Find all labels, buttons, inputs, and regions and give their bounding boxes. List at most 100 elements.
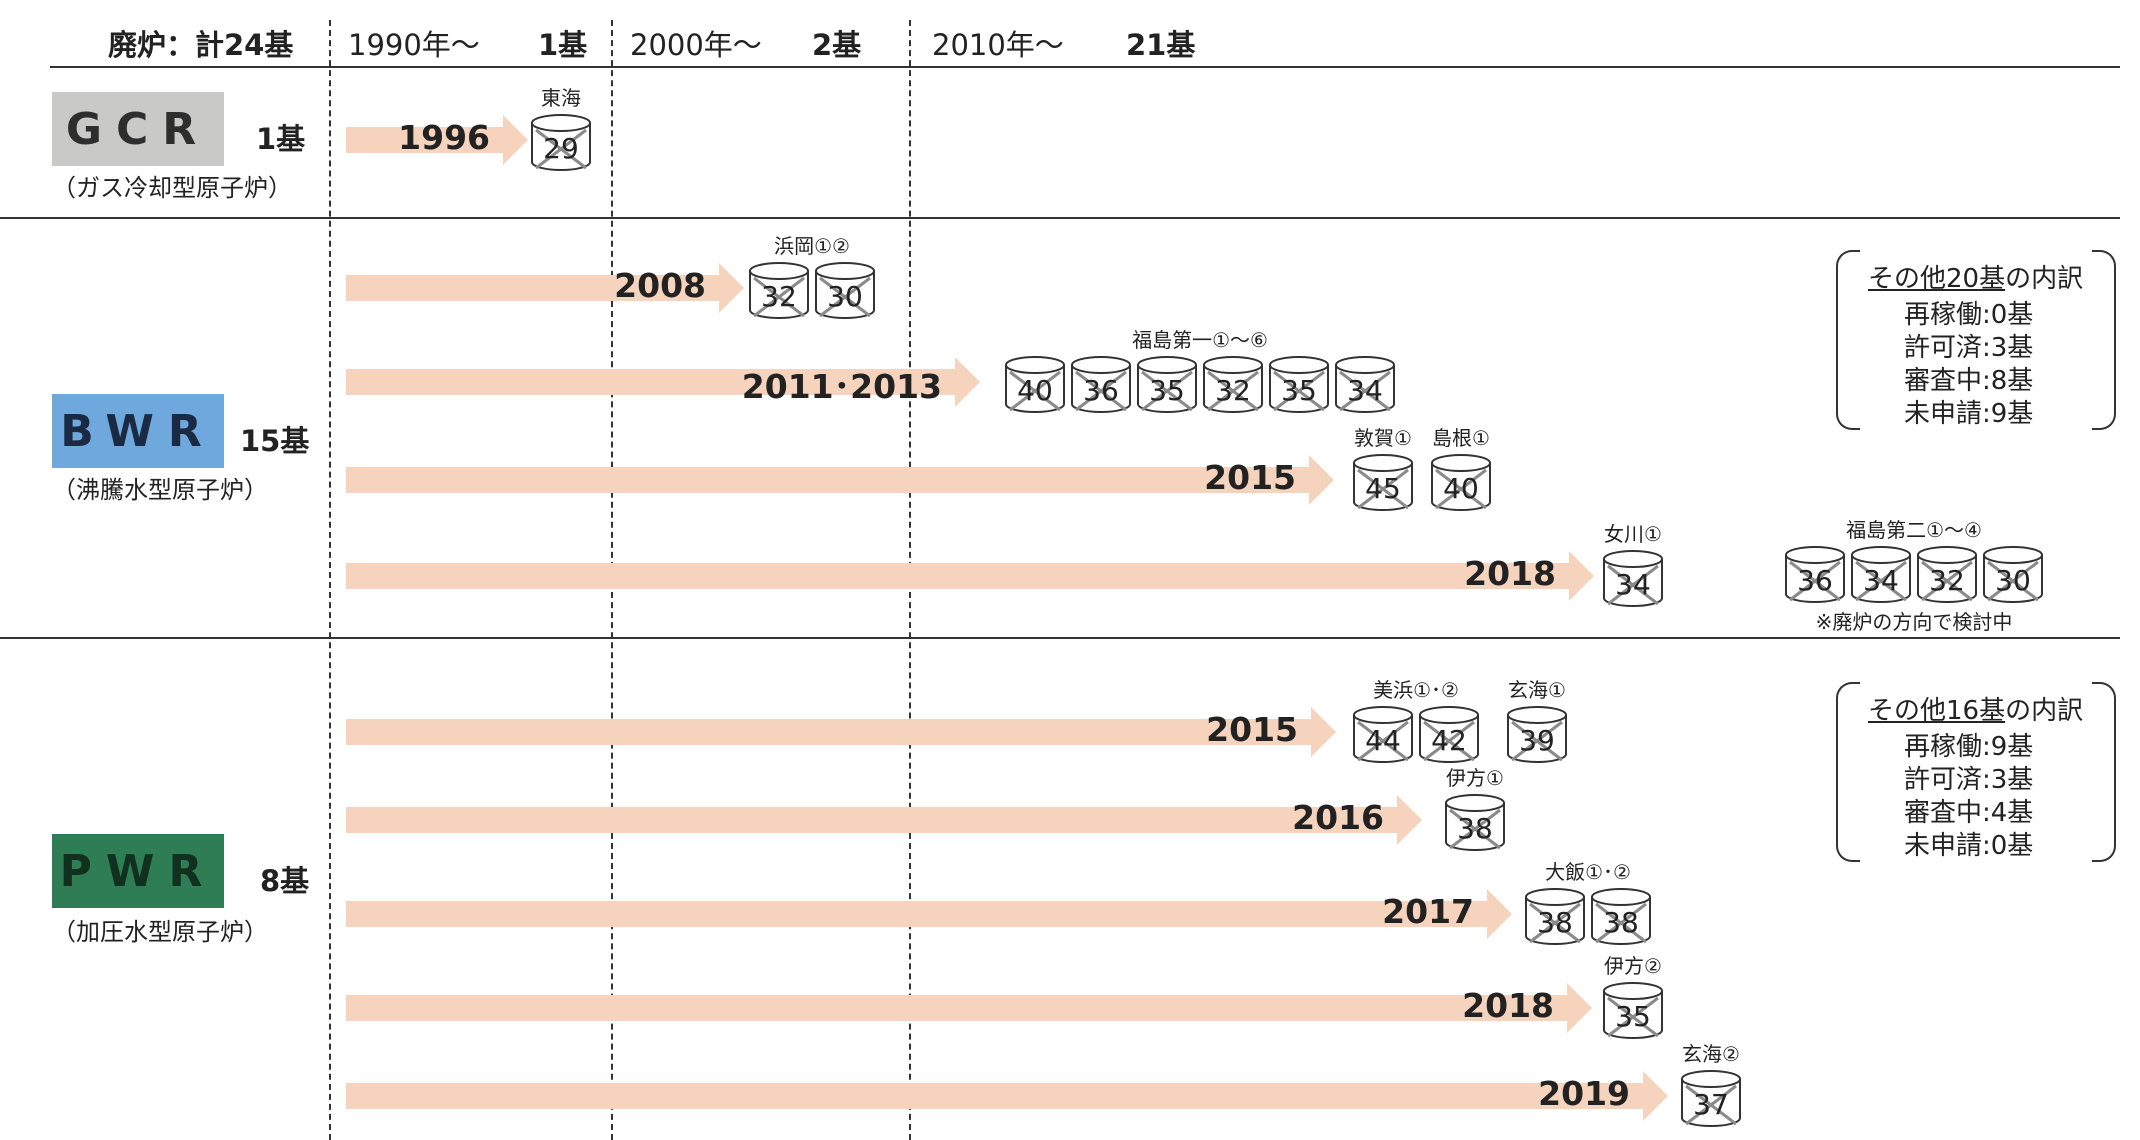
bwr-type-box: BWR [52, 394, 224, 468]
era-count-2010: 21基 [1126, 28, 1196, 62]
reactor-age: 45 [1365, 472, 1401, 505]
plant-name: 玄海② [1682, 1042, 1740, 1066]
reactor-age: 39 [1519, 724, 1555, 757]
arrow-head [1567, 983, 1592, 1033]
bwr-breakdown-line: 許可済:3基 [1904, 333, 2034, 363]
arrow-head [1487, 889, 1512, 939]
reactor-age: 42 [1431, 724, 1467, 757]
gcr-count: 1基 [256, 122, 306, 156]
arrow-head [1397, 795, 1422, 845]
reactor-icon: 34 [1332, 354, 1398, 414]
header-rule [50, 66, 2120, 68]
reactor-icon: 32 [1200, 354, 1266, 414]
arrow-head [1643, 1071, 1668, 1121]
reactor-cylinder-icon [1785, 546, 1845, 603]
plant-name: 伊方② [1604, 954, 1662, 978]
era-count-1990: 1基 [538, 28, 588, 62]
reactor-icon: 35 [1600, 980, 1666, 1040]
reactor-icon: 30 [1980, 544, 2046, 604]
year-label: 2015 [1204, 458, 1296, 497]
bwr-breakdown-line: 審査中:8基 [1904, 366, 2034, 396]
reactor-cylinder-icon [1269, 356, 1329, 413]
arrow-head [1309, 455, 1334, 505]
reactor-cylinder-icon [1603, 982, 1663, 1039]
timeline-arrow [346, 263, 744, 313]
reactor-cylinder-icon [1431, 454, 1491, 511]
arrow-head [503, 115, 528, 165]
reactor-icon: 42 [1416, 704, 1482, 764]
reactor-age: 32 [1215, 374, 1251, 407]
review-note: ※廃炉の方向で検討中 [1815, 610, 2013, 634]
timeline-arrow [346, 889, 1512, 939]
year-label: 2019 [1538, 1074, 1630, 1113]
pwr-breakdown-line: 再稼働:9基 [1904, 732, 2034, 762]
reactor-age: 30 [1995, 564, 2031, 597]
arrow-shaft [346, 467, 1309, 493]
arrow-shaft [346, 901, 1487, 927]
arrow-shaft [346, 1083, 1643, 1109]
reactor-icon: 36 [1068, 354, 1134, 414]
plant-name: 玄海① [1508, 678, 1566, 702]
timeline-arrow [346, 357, 980, 407]
reactor-icon: 37 [1678, 1068, 1744, 1128]
year-label: 2018 [1464, 554, 1556, 593]
plant-name: 伊方① [1446, 766, 1504, 790]
bracket-left [1836, 682, 1860, 862]
gcr-code: GCR [65, 103, 211, 155]
reactor-icon: 29 [528, 112, 594, 172]
plant-name: 大飯①･② [1545, 860, 1631, 884]
reactor-icon: 38 [1522, 886, 1588, 946]
plant-name: 女川① [1604, 522, 1662, 546]
reactor-icon: 45 [1350, 452, 1416, 512]
reactor-cylinder-icon [1591, 888, 1651, 945]
timeline-arrow [346, 795, 1422, 845]
plant-name: 東海 [541, 86, 581, 110]
bwr-count: 15基 [240, 424, 310, 458]
reactor-cylinder-icon [531, 114, 591, 171]
reactor-icon: 34 [1848, 544, 1914, 604]
reactor-cylinder-icon [1335, 356, 1395, 413]
reactor-cylinder-icon [1353, 454, 1413, 511]
bwr-breakdown-title-suffix: の内訳 [2005, 264, 2084, 294]
bwr-breakdown-line: 再稼働:0基 [1904, 300, 2034, 330]
pwr-subtitle: （加圧水型原子炉） [52, 918, 268, 946]
reactor-cylinder-icon [1137, 356, 1197, 413]
gcr-type-box: GCR [52, 92, 224, 166]
year-label: 2008 [614, 266, 706, 305]
plant-name: 島根① [1432, 426, 1490, 450]
year-label: 2015 [1206, 710, 1298, 749]
pwr-breakdown-title-prefix: その他16基 [1868, 696, 2006, 726]
reactor-cylinder-icon [1983, 546, 2043, 603]
timeline-arrow [346, 551, 1594, 601]
era-label-1990: 1990年～ [348, 28, 480, 62]
reactor-icon: 40 [1002, 354, 1068, 414]
reactor-cylinder-icon [1445, 794, 1505, 851]
reactor-cylinder-icon [1071, 356, 1131, 413]
arrow-head [1569, 551, 1594, 601]
reactor-cylinder-icon [1005, 356, 1065, 413]
reactor-age: 36 [1797, 564, 1833, 597]
plant-name: 美浜①･② [1373, 678, 1459, 702]
bracket-left [1836, 250, 1860, 430]
reactor-icon: 40 [1428, 452, 1494, 512]
reactor-age: 29 [543, 132, 579, 165]
year-label: 1996 [398, 118, 490, 157]
bwr-code: BWR [60, 405, 216, 457]
era-label-2010: 2010年～ [932, 28, 1064, 62]
bwr-breakdown-title-prefix: その他20基 [1868, 264, 2006, 294]
pwr-breakdown-line: 未申請:0基 [1904, 831, 2034, 861]
pwr-type-box: PWR [52, 834, 224, 908]
reactor-icon: 30 [812, 260, 878, 320]
pwr-breakdown-box: その他16基の内訳 再稼働:9基 許可済:3基 審査中:4基 未申請:0基 [1836, 682, 2116, 862]
timeline-arrow [346, 115, 528, 165]
arrow-shaft [346, 807, 1397, 833]
header-total: 廃炉：計24基 [108, 28, 294, 62]
gcr-subtitle: （ガス冷却型原子炉） [52, 174, 292, 202]
timeline-arrow [346, 1071, 1668, 1121]
reactor-age: 35 [1281, 374, 1317, 407]
arrow-head [719, 263, 744, 313]
plant-name: 敦賀① [1354, 426, 1412, 450]
reactor-cylinder-icon [1603, 550, 1663, 607]
reactor-cylinder-icon [1419, 706, 1479, 763]
arrow-head [1311, 707, 1336, 757]
